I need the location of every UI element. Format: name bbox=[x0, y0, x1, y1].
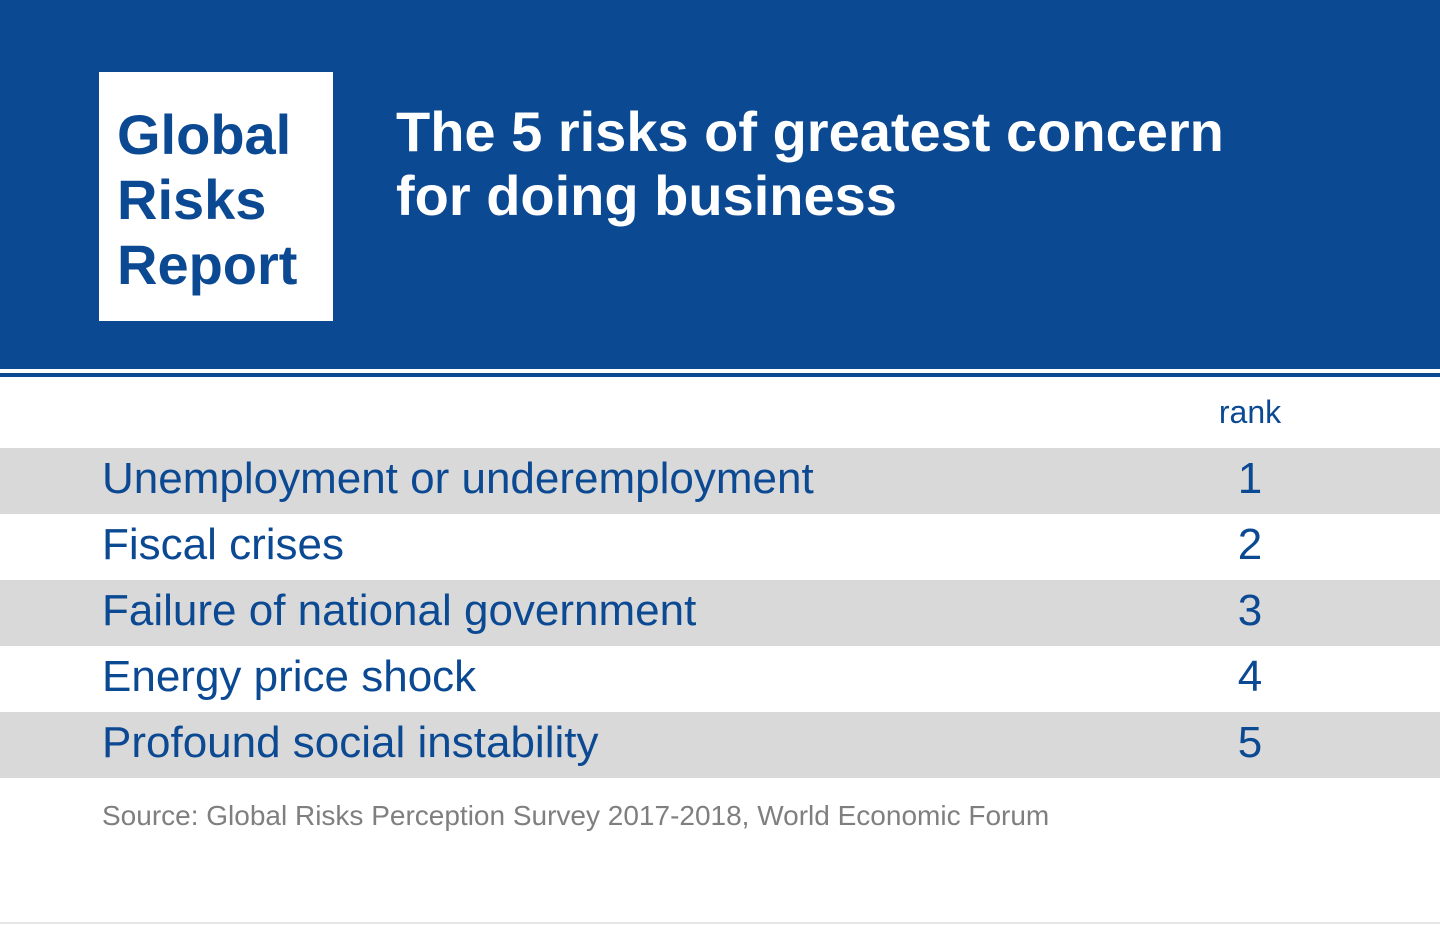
title-line-1: The 5 risks of greatest concern bbox=[396, 100, 1224, 163]
header-divider bbox=[0, 373, 1440, 377]
report-logo: Global Risks Report bbox=[99, 72, 333, 321]
risk-rank: 4 bbox=[1237, 652, 1263, 701]
risk-rank: 2 bbox=[1237, 520, 1263, 569]
risk-label: Energy price shock bbox=[102, 652, 477, 701]
risk-rank: 3 bbox=[1237, 586, 1263, 635]
risk-rank: 5 bbox=[1237, 718, 1263, 767]
table-row: Profound social instability 5 bbox=[0, 712, 1440, 778]
table-row: Fiscal crises 2 bbox=[0, 514, 1440, 580]
risk-rank: 1 bbox=[1237, 454, 1263, 503]
logo-line-report: Report bbox=[117, 233, 298, 296]
risk-label: Fiscal crises bbox=[102, 520, 345, 569]
table-row: Failure of national government 3 bbox=[0, 580, 1440, 646]
risk-table: Unemployment or underemployment 1 Fiscal… bbox=[0, 448, 1440, 778]
bottom-divider bbox=[0, 922, 1440, 924]
risk-label: Failure of national government bbox=[102, 586, 697, 635]
table-row: Unemployment or underemployment 1 bbox=[0, 448, 1440, 514]
logo-line-global: Global bbox=[117, 103, 292, 166]
source-note: Source: Global Risks Perception Survey 2… bbox=[102, 800, 1050, 831]
logo-line-risks: Risks bbox=[117, 168, 267, 231]
table-row: Energy price shock 4 bbox=[0, 646, 1440, 712]
chart-title: The 5 risks of greatest concern for doin… bbox=[396, 100, 1396, 228]
title-line-2: for doing business bbox=[396, 164, 897, 227]
risk-label: Unemployment or underemployment bbox=[102, 454, 814, 503]
header-banner: Global Risks Report The 5 risks of great… bbox=[0, 0, 1440, 369]
risk-label: Profound social instability bbox=[102, 718, 599, 767]
rank-column-header: rank bbox=[1218, 394, 1282, 430]
